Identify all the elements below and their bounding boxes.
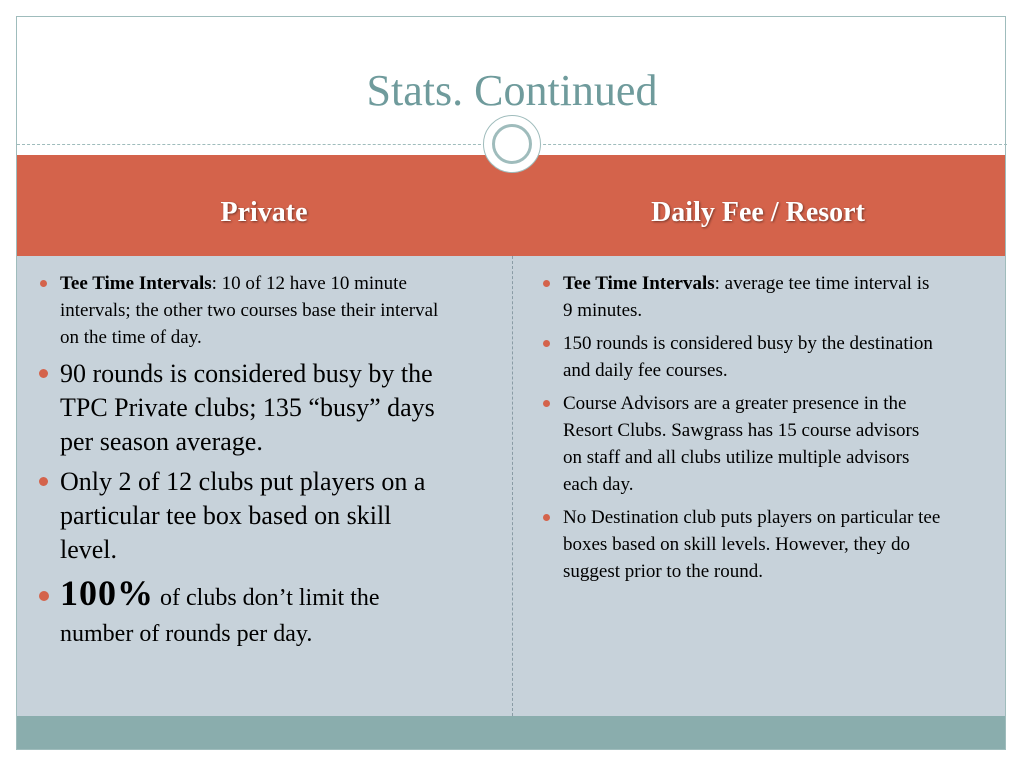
bullet-icon xyxy=(39,591,49,601)
list-item: 90 rounds is considered busy by the TPC … xyxy=(34,357,454,459)
bullet-icon xyxy=(40,280,47,287)
list-item: No Destination club puts players on part… xyxy=(537,504,942,585)
list-item: 150 rounds is considered busy by the des… xyxy=(537,330,942,384)
bullet-icon xyxy=(543,514,550,521)
list-item: Tee Time Intervals: 10 of 12 have 10 min… xyxy=(34,270,454,351)
column-divider xyxy=(512,256,513,716)
item-text: Course Advisors are a greater presence i… xyxy=(563,393,920,495)
footer-band xyxy=(17,716,1005,749)
item-text: : average tee time interval is 9 minutes… xyxy=(563,273,930,321)
bullet-icon xyxy=(39,369,48,378)
item-text: Only 2 of 12 clubs put players on a part… xyxy=(60,467,426,564)
highlight-percentage: 100% xyxy=(60,573,154,613)
slide-title: Stats. Continued xyxy=(366,66,658,115)
item-text: of clubs don’t limit the number of round… xyxy=(60,585,380,647)
daily-fee-bullet-list: Tee Time Intervals: average tee time int… xyxy=(537,270,942,591)
bullet-icon xyxy=(39,477,48,486)
item-text: 150 rounds is considered busy by the des… xyxy=(563,333,933,381)
bullet-icon xyxy=(543,400,550,407)
list-item: Only 2 of 12 clubs put players on a part… xyxy=(34,465,454,567)
item-bold-label: Tee Time Intervals xyxy=(563,273,715,294)
circle-ornament-inner xyxy=(492,124,532,164)
column-header-daily-fee-resort: Daily Fee / Resort xyxy=(651,197,865,228)
private-bullet-list: Tee Time Intervals: 10 of 12 have 10 min… xyxy=(34,270,454,652)
list-item: Course Advisors are a greater presence i… xyxy=(537,390,942,498)
item-text: 90 rounds is considered busy by the TPC … xyxy=(60,359,435,456)
circle-ornament-icon xyxy=(483,115,541,173)
list-item: 100% of clubs don’t limit the number of … xyxy=(34,575,454,652)
item-bold-label: Tee Time Intervals xyxy=(60,273,212,294)
column-header-private: Private xyxy=(220,197,308,228)
content-band xyxy=(17,256,1005,716)
slide: Stats. Continued Private Daily Fee / Res… xyxy=(16,16,1007,750)
item-text: No Destination club puts players on part… xyxy=(563,507,941,582)
item-text: : 10 of 12 have 10 minute intervals; the… xyxy=(60,273,439,348)
bullet-icon xyxy=(543,340,550,347)
bullet-icon xyxy=(543,280,550,287)
list-item: Tee Time Intervals: average tee time int… xyxy=(537,270,942,324)
